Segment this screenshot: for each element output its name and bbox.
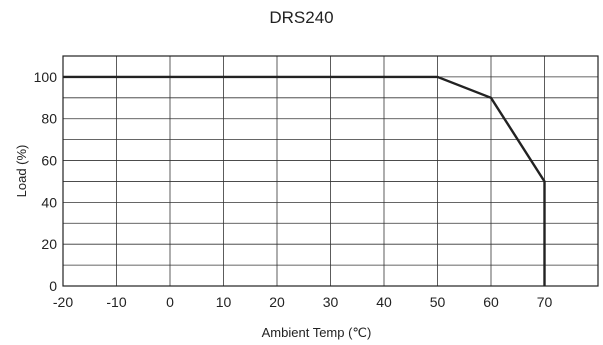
x-tick-label: 50 [430, 294, 446, 310]
x-tick-label: 40 [376, 294, 392, 310]
x-tick-label: -20 [53, 294, 73, 310]
derating-curve [63, 75, 546, 286]
y-tick-label: 60 [41, 153, 57, 169]
y-tick-label: 0 [49, 278, 57, 294]
x-tick-label: 10 [216, 294, 232, 310]
x-tick-label: 20 [269, 294, 285, 310]
y-tick-label: 20 [41, 236, 57, 252]
y-axis-label: Load (%) [14, 145, 29, 198]
chart-title: DRS240 [269, 8, 334, 27]
plot-frame [62, 55, 599, 287]
x-tick-label: 30 [323, 294, 339, 310]
x-axis-label: Ambient Temp (℃) [262, 325, 372, 340]
y-tick-label: 100 [34, 69, 58, 85]
x-tick-label: 0 [166, 294, 174, 310]
x-tick-label: 70 [537, 294, 553, 310]
y-tick-label: 40 [41, 194, 57, 210]
x-tick-label: -10 [106, 294, 126, 310]
y-tick-label: 80 [41, 111, 57, 127]
x-tick-label: 60 [483, 294, 499, 310]
